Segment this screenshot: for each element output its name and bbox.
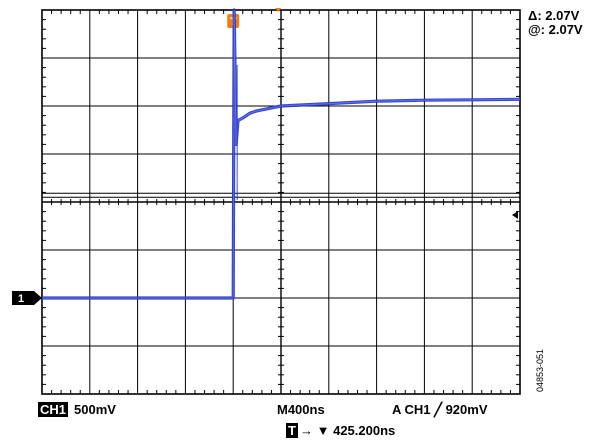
- channel-1-marker-label: 1: [18, 293, 24, 305]
- trigger-arrow-icon: [275, 8, 282, 12]
- timebase-readout: M400ns: [277, 402, 325, 417]
- at-readout: @: 2.07V: [528, 22, 583, 37]
- trigger-position-badge: T: [286, 423, 298, 438]
- trace-layer: [42, 8, 521, 300]
- graticule: [41, 9, 521, 395]
- channel-scale-readout: CH1 500mV: [38, 402, 116, 417]
- figure-id: 04853-051: [535, 348, 545, 392]
- ch1-badge: CH1: [38, 402, 69, 417]
- trigger-position-readout: T → ▼ 425.200ns: [286, 423, 395, 438]
- trigger-readout: A CH1 ╱ 920mV: [392, 402, 488, 417]
- trigger-position-value: → ▼ 425.200ns: [300, 423, 396, 438]
- delta-readout: Δ: 2.07V: [528, 8, 580, 23]
- trace-ch1-highlight: [42, 9, 521, 299]
- channel-1-marker: [12, 291, 42, 305]
- trigger-level-arrow-icon: [512, 211, 518, 219]
- volts-per-div: 500mV: [74, 402, 116, 417]
